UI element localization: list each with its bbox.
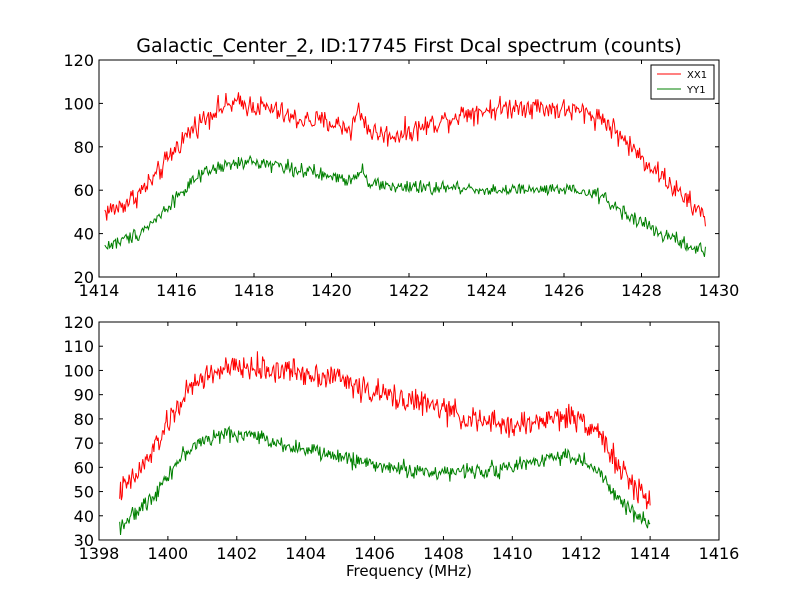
bottom-y-tick-label: 40 (74, 507, 94, 526)
bottom-axes-frame (98, 321, 720, 541)
bottom-series-yy1-line (119, 425, 651, 535)
bottom-y-tick-label: 90 (74, 386, 94, 405)
bottom-y-tick-label: 110 (63, 337, 94, 356)
bottom-chart-panel: 1398 1400 1402 1404 1406 1408 1410 1412 1414 1416… (63, 313, 739, 563)
bottom-y-tick-label: 60 (74, 458, 94, 477)
bottom-x-tick-label: 1410 (492, 544, 533, 563)
top-x-tick-label: 1414 (79, 281, 120, 300)
bottom-x-tick-label: 1416 (699, 544, 740, 563)
top-series-yy1-line (104, 154, 706, 257)
top-series-xx1-line (104, 92, 706, 227)
top-y-tick-label: 120 (63, 51, 94, 70)
bottom-x-tick-label: 1406 (354, 544, 395, 563)
bottom-y-tick-label: 50 (74, 483, 94, 502)
bottom-series-xx1-line (119, 351, 651, 510)
bottom-y-tick-label: 100 (63, 361, 94, 380)
bottom-x-tick-label: 1408 (423, 544, 464, 563)
bottom-y-tick-label: 80 (74, 410, 94, 429)
top-chart-panel: 1414 1416 1418 1420 1422 1424 1426 1428 1430 20 40… (63, 51, 739, 300)
x-axis-label: Frequency (MHz) (346, 562, 472, 580)
top-y-tick-label: 20 (74, 268, 94, 287)
top-x-tick-label: 1416 (156, 281, 197, 300)
bottom-y-tick-label: 120 (63, 313, 94, 332)
bottom-x-tick-label: 1412 (561, 544, 602, 563)
bottom-x-tick-label: 1414 (630, 544, 671, 563)
top-y-tick-label: 40 (74, 225, 94, 244)
legend-label-yy1: YY1 (686, 85, 706, 96)
top-y-tick-label: 60 (74, 181, 94, 200)
top-x-tick-label: 1422 (389, 281, 430, 300)
legend-label-xx1: XX1 (687, 70, 707, 81)
bottom-x-tick-label: 1398 (79, 544, 120, 563)
bottom-x-tick-label: 1402 (216, 544, 257, 563)
legend-box (650, 64, 715, 100)
top-axes-frame (98, 59, 720, 278)
top-x-tick-label: 1426 (544, 281, 585, 300)
top-x-tick-label: 1430 (699, 281, 740, 300)
top-y-tick-label: 80 (74, 138, 94, 157)
top-y-tick-label: 100 (63, 94, 94, 113)
top-x-tick-label: 1418 (234, 281, 275, 300)
bottom-x-tick-label: 1404 (285, 544, 326, 563)
bottom-y-tick-label: 70 (74, 434, 94, 453)
top-x-tick-label: 1420 (311, 281, 352, 300)
bottom-y-tick-label: 30 (74, 531, 94, 550)
top-x-tick-label: 1428 (621, 281, 662, 300)
top-x-tick-label: 1424 (466, 281, 507, 300)
figure-title: Galactic_Center_2, ID:17745 First Dcal s… (136, 35, 681, 57)
bottom-x-tick-label: 1400 (148, 544, 189, 563)
